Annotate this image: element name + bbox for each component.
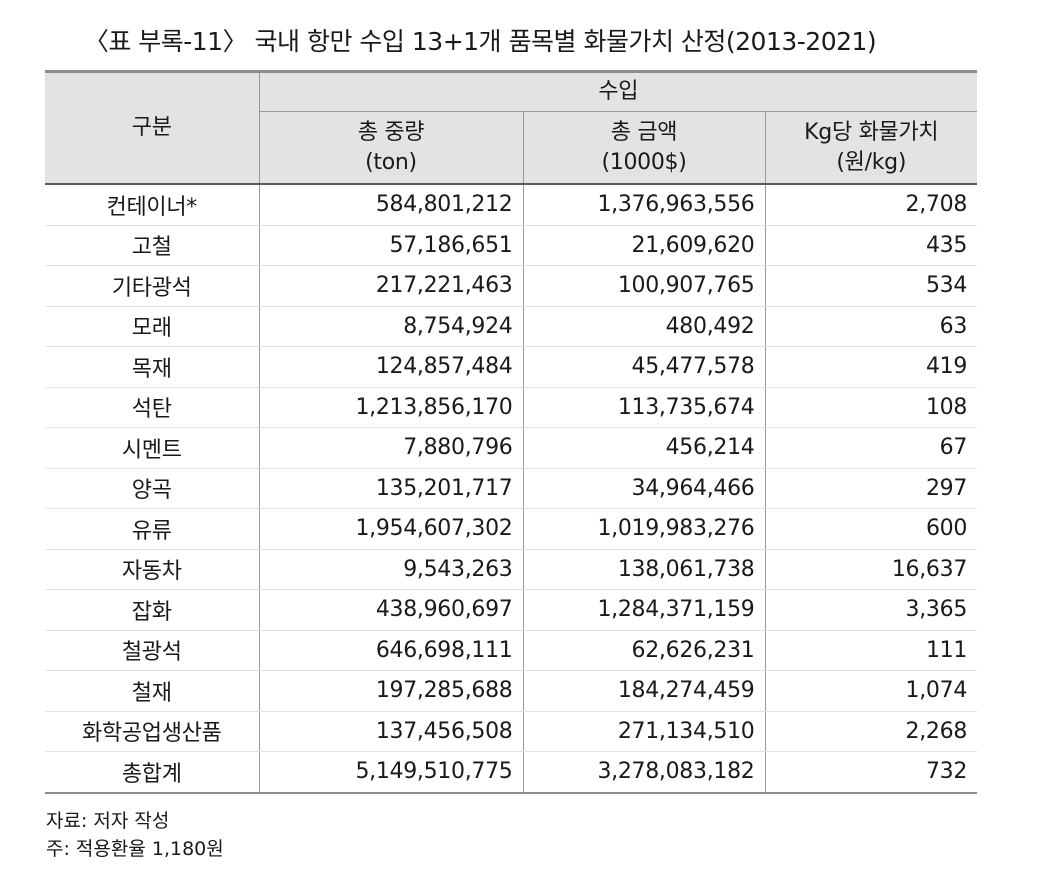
row-category: 잡화 <box>45 589 259 631</box>
table-notes: 자료: 저자 작성 주: 적용환율 1,180원 <box>46 807 224 863</box>
row-amount: 271,134,510 <box>522 711 765 752</box>
table-row: 잡화 438,960,697 1,284,371,159 3,365 <box>45 589 978 631</box>
cargo-value-table: 구분 수입 총 중량 (ton) 총 금액 (1000$) Kg당 화물가치 (… <box>45 70 978 794</box>
header-total-amount: 총 금액 (1000$) <box>522 111 765 185</box>
row-value: 2,268 <box>764 711 978 752</box>
header-total-amount-unit: (1000$) <box>601 149 687 175</box>
row-category: 유류 <box>45 508 259 550</box>
row-weight: 137,456,508 <box>258 711 523 752</box>
row-weight: 1,213,856,170 <box>258 387 523 428</box>
row-category: 석탄 <box>45 387 259 428</box>
table-row: 목재 124,857,484 45,477,578 419 <box>45 346 978 388</box>
row-amount: 3,278,083,182 <box>522 751 765 794</box>
row-value: 600 <box>764 508 978 550</box>
exchange-rate-note: 주: 적용환율 1,180원 <box>46 838 224 860</box>
table-row: 자동차 9,543,263 138,061,738 16,637 <box>45 549 978 590</box>
row-amount: 62,626,231 <box>522 630 765 671</box>
row-weight: 9,543,263 <box>258 549 523 590</box>
row-value: 732 <box>764 751 978 794</box>
row-value: 435 <box>764 225 978 266</box>
table-row-total: 총합계 5,149,510,775 3,278,083,182 732 <box>45 751 978 794</box>
row-value: 16,637 <box>764 549 978 590</box>
row-value: 297 <box>764 468 978 509</box>
table-row: 기타광석 217,221,463 100,907,765 534 <box>45 265 978 307</box>
row-value: 108 <box>764 387 978 428</box>
row-amount: 1,019,983,276 <box>522 508 765 550</box>
header-total-weight-unit: (ton) <box>365 149 417 175</box>
row-amount: 184,274,459 <box>522 670 765 712</box>
row-category: 철광석 <box>45 630 259 671</box>
row-amount: 1,284,371,159 <box>522 589 765 631</box>
row-weight: 124,857,484 <box>258 346 523 388</box>
row-amount: 456,214 <box>522 427 765 469</box>
table-row: 철재 197,285,688 184,274,459 1,074 <box>45 670 978 712</box>
row-weight: 135,201,717 <box>258 468 523 509</box>
row-weight: 7,880,796 <box>258 427 523 469</box>
table-row: 석탄 1,213,856,170 113,735,674 108 <box>45 387 978 428</box>
row-category: 목재 <box>45 346 259 388</box>
row-weight: 8,754,924 <box>258 306 523 347</box>
row-category: 화학공업생산품 <box>45 711 259 752</box>
table-row: 철광석 646,698,111 62,626,231 111 <box>45 630 978 671</box>
row-category: 총합계 <box>45 751 259 794</box>
row-amount: 34,964,466 <box>522 468 765 509</box>
header-value-per-kg-label: Kg당 화물가치 <box>804 119 939 145</box>
row-category: 철재 <box>45 670 259 712</box>
header-total-weight-label: 총 중량 <box>357 119 425 145</box>
row-amount: 45,477,578 <box>522 346 765 388</box>
row-amount: 138,061,738 <box>522 549 765 590</box>
row-category: 컨테이너* <box>45 184 259 226</box>
table-row: 시멘트 7,880,796 456,214 67 <box>45 427 978 469</box>
header-value-per-kg-unit: (원/kg) <box>836 149 907 175</box>
row-value: 419 <box>764 346 978 388</box>
row-weight: 1,954,607,302 <box>258 508 523 550</box>
table-row: 화학공업생산품 137,456,508 271,134,510 2,268 <box>45 711 978 752</box>
row-value: 1,074 <box>764 670 978 712</box>
row-value: 2,708 <box>764 184 978 226</box>
row-category: 고철 <box>45 225 259 266</box>
header-import-group: 수입 <box>258 70 978 112</box>
row-value: 111 <box>764 630 978 671</box>
row-category: 기타광석 <box>45 265 259 307</box>
row-weight: 584,801,212 <box>258 184 523 226</box>
row-weight: 57,186,651 <box>258 225 523 266</box>
row-value: 3,365 <box>764 589 978 631</box>
row-amount: 100,907,765 <box>522 265 765 307</box>
row-weight: 646,698,111 <box>258 630 523 671</box>
row-category: 시멘트 <box>45 427 259 469</box>
row-weight: 438,960,697 <box>258 589 523 631</box>
table-row: 양곡 135,201,717 34,964,466 297 <box>45 468 978 509</box>
source-note: 자료: 저자 작성 <box>46 810 170 832</box>
table-title: 〈표 부록-11〉 국내 항만 수입 13+1개 품목별 화물가치 산정(201… <box>83 27 877 56</box>
row-value: 67 <box>764 427 978 469</box>
row-weight: 217,221,463 <box>258 265 523 307</box>
table-body: 컨테이너* 584,801,212 1,376,963,556 2,708 고철… <box>45 184 978 794</box>
header-total-amount-label: 총 금액 <box>610 119 678 145</box>
row-value: 534 <box>764 265 978 307</box>
row-category: 모래 <box>45 306 259 347</box>
row-weight: 197,285,688 <box>258 670 523 712</box>
header-value-per-kg: Kg당 화물가치 (원/kg) <box>764 111 978 185</box>
header-category: 구분 <box>45 70 259 185</box>
table-row: 컨테이너* 584,801,212 1,376,963,556 2,708 <box>45 184 978 226</box>
row-category: 양곡 <box>45 468 259 509</box>
row-amount: 21,609,620 <box>522 225 765 266</box>
table-row: 고철 57,186,651 21,609,620 435 <box>45 225 978 266</box>
table-header: 구분 수입 총 중량 (ton) 총 금액 (1000$) Kg당 화물가치 (… <box>45 70 978 185</box>
row-weight: 5,149,510,775 <box>258 751 523 794</box>
table-row: 유류 1,954,607,302 1,019,983,276 600 <box>45 508 978 550</box>
row-value: 63 <box>764 306 978 347</box>
row-amount: 480,492 <box>522 306 765 347</box>
row-category: 자동차 <box>45 549 259 590</box>
table-row: 모래 8,754,924 480,492 63 <box>45 306 978 347</box>
row-amount: 113,735,674 <box>522 387 765 428</box>
header-total-weight: 총 중량 (ton) <box>258 111 523 185</box>
row-amount: 1,376,963,556 <box>522 184 765 226</box>
